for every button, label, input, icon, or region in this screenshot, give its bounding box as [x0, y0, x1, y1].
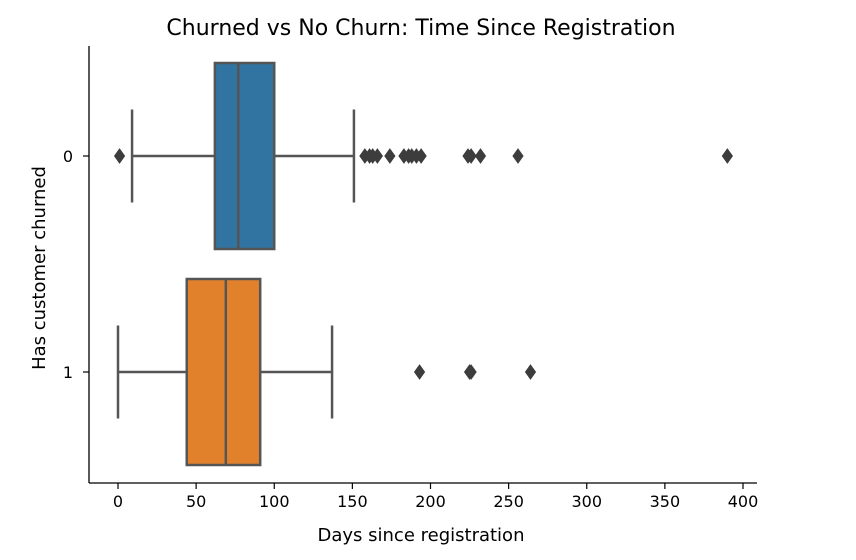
outlier-point — [113, 148, 126, 164]
outlier-point — [474, 148, 487, 164]
y-tick-label: 1 — [63, 363, 73, 382]
box-group-1 — [116, 277, 537, 467]
outlier-point — [512, 148, 524, 164]
outlier-point — [384, 148, 396, 164]
x-tick-label: 300 — [571, 492, 602, 511]
outlier-point — [413, 364, 426, 380]
outlier-point — [371, 148, 383, 164]
x-tick-label: 50 — [186, 492, 206, 511]
outlier-point — [721, 148, 733, 164]
x-tick-label: 100 — [259, 492, 290, 511]
y-tick-label: 0 — [63, 147, 73, 166]
x-tick-label: 200 — [415, 492, 446, 511]
box-iqr — [185, 277, 262, 467]
x-axis-label: Days since registration — [318, 525, 525, 546]
boxes — [113, 61, 733, 467]
y-ticks: 01 — [63, 147, 89, 382]
x-tick-label: 0 — [113, 492, 123, 511]
outlier-point — [465, 148, 477, 164]
x-tick-label: 250 — [493, 492, 524, 511]
x-ticks: 0 50 100 150 200 250 300 350 400 — [113, 483, 758, 511]
outlier-point — [465, 364, 477, 380]
x-tick-label: 150 — [337, 492, 368, 511]
x-tick-label: 350 — [650, 492, 681, 511]
y-axis-label: Has customer churned — [29, 166, 50, 370]
outlier-point — [415, 148, 427, 164]
outlier-point — [524, 364, 537, 380]
box-iqr — [213, 61, 276, 251]
x-tick-label: 400 — [728, 492, 759, 511]
chart-title: Churned vs No Churn: Time Since Registra… — [166, 16, 675, 41]
box-group-0 — [113, 61, 733, 251]
